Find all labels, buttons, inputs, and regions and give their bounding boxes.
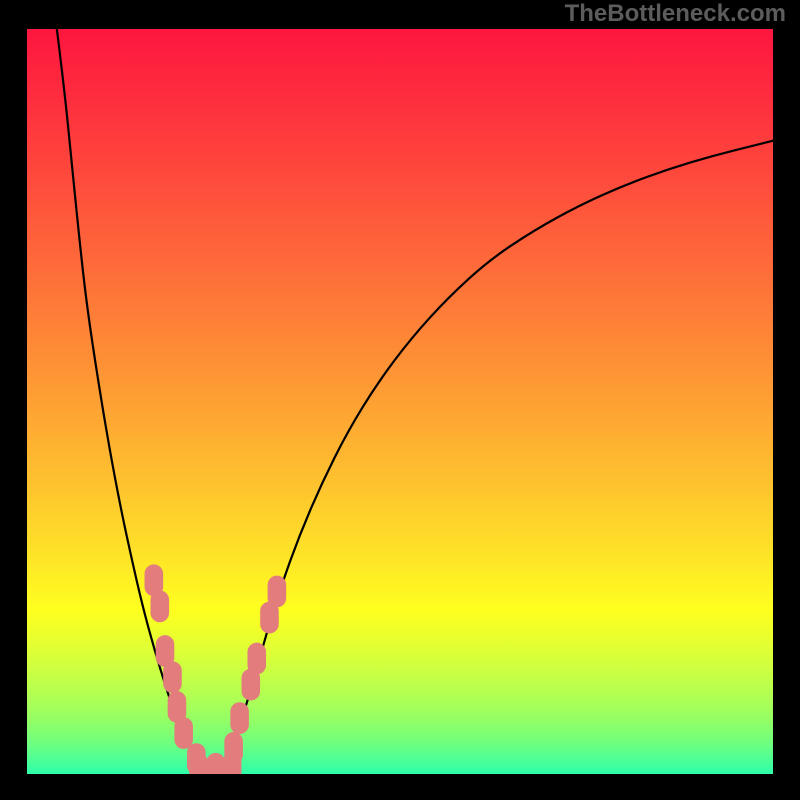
gradient-background	[27, 29, 773, 774]
watermark-text: TheBottleneck.com	[565, 0, 786, 28]
bottleneck-chart	[27, 29, 773, 774]
plot-area	[27, 29, 773, 774]
